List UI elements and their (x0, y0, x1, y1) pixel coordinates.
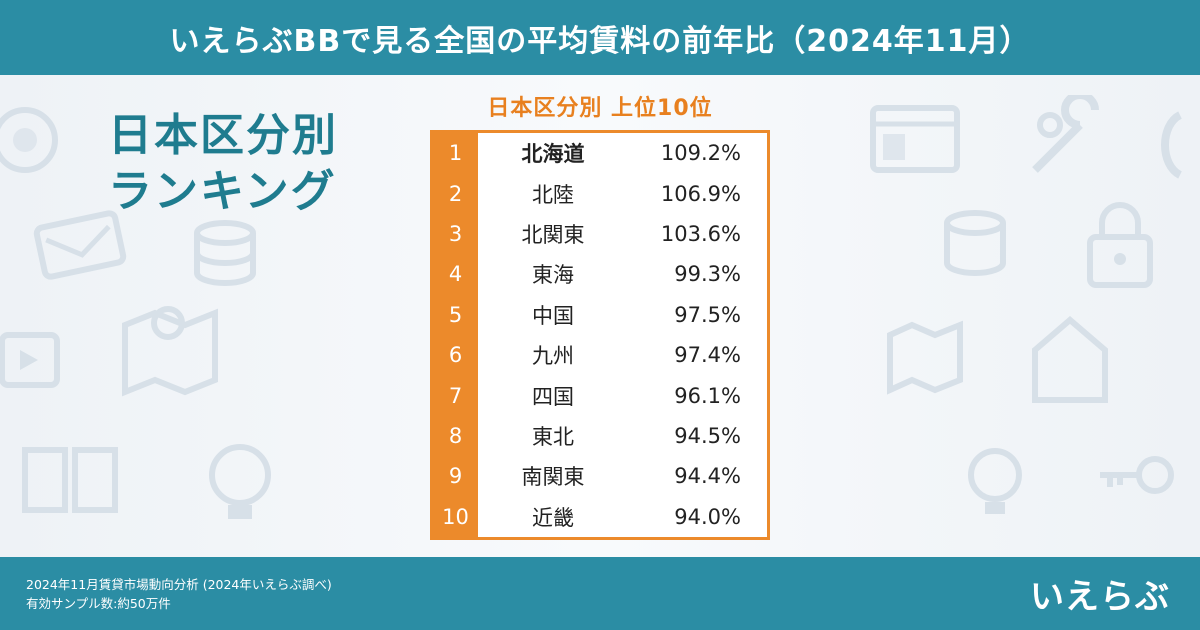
region-value: 96.1% (674, 383, 741, 408)
envelope-icon (33, 210, 127, 280)
rank-column: 1 2 3 4 5 6 7 8 9 10 (433, 133, 478, 537)
globe-icon (0, 107, 58, 173)
rank-number: 2 (448, 181, 463, 206)
rank-number: 1 (448, 141, 463, 166)
rank-number: 5 (448, 302, 463, 327)
region-name: 九州 (532, 344, 574, 369)
footer-bar: 2024年11月賃貸市場動向分析 (2024年いえらぶ調べ) 有効サンプル数:約… (0, 557, 1200, 630)
rank-number: 7 (448, 383, 463, 408)
table-row: 九州 97.4% (478, 335, 767, 375)
lock-icon (1087, 202, 1153, 288)
region-value: 94.4% (674, 464, 741, 489)
table-heading: 日本区分別 上位10位 (487, 96, 713, 121)
rank-number: 4 (448, 262, 463, 287)
ranking-table: 1 2 3 4 5 6 7 8 9 10 北海道 109.2% 北陸 106.9% 北関東 103.6% 東海… (430, 130, 770, 540)
table-row: 東海 99.3% (478, 254, 767, 294)
region-name: 南関東 (521, 465, 585, 490)
table-row: 近畿 94.0% (478, 497, 767, 537)
footnote-line1: 2024年11月賃貸市場動向分析 (2024年いえらぶ調べ) (26, 577, 332, 592)
phone-icon (1161, 111, 1183, 179)
map-icon (887, 320, 963, 395)
key-icon (1100, 456, 1174, 494)
brand-logo: いえらぶ (1030, 577, 1170, 617)
lightbulb-icon (968, 448, 1022, 514)
region-name: 近畿 (532, 505, 574, 530)
region-name: 北関東 (521, 223, 585, 248)
table-row: 北陸 106.9% (478, 173, 767, 213)
section-title-line1: 日本区分別 (108, 110, 338, 161)
section-title: 日本区分別 ランキング (108, 108, 338, 220)
house-icon (1032, 316, 1108, 403)
video-icon (0, 332, 60, 388)
database-icon (194, 220, 256, 286)
region-value: 97.4% (674, 343, 741, 368)
lightbulb-icon (209, 444, 271, 519)
region-name: 東北 (532, 425, 574, 450)
footnote-line2: 有効サンプル数:約50万件 (26, 596, 171, 611)
region-value: 94.0% (674, 504, 741, 529)
region-value: 103.6% (660, 222, 741, 247)
rank-number: 9 (448, 464, 463, 489)
region-value: 97.5% (674, 302, 741, 327)
map-pin-icon (122, 306, 218, 397)
table-row: 東北 94.5% (478, 416, 767, 456)
region-value: 106.9% (660, 181, 741, 206)
region-name: 北海道 (521, 142, 585, 167)
region-value: 109.2% (660, 141, 741, 166)
table-row: 四国 96.1% (478, 375, 767, 415)
rows-column: 北海道 109.2% 北陸 106.9% 北関東 103.6% 東海 99.3% 中国 97.5%… (478, 133, 767, 537)
rank-number: 8 (448, 424, 463, 449)
region-value: 94.5% (674, 424, 741, 449)
table-row: 北海道 109.2% (478, 133, 767, 173)
page-title: いえらぶBBで見る全国の平均賃料の前年比（2024年11月） (169, 23, 1031, 59)
table-row: 中国 97.5% (478, 295, 767, 335)
table-row: 南関東 94.4% (478, 456, 767, 496)
region-name: 四国 (532, 384, 574, 409)
rank-number: 3 (448, 222, 463, 247)
region-name: 東海 (532, 263, 574, 288)
region-name: 北陸 (532, 182, 574, 207)
rank-number: 10 (442, 504, 469, 529)
rank-number: 6 (448, 343, 463, 368)
database-icon (944, 210, 1006, 276)
section-title-line2: ランキング (108, 166, 337, 217)
region-value: 99.3% (674, 262, 741, 287)
footnote: 2024年11月賃貸市場動向分析 (2024年いえらぶ調べ) 有効サンプル数:約… (26, 575, 332, 613)
table-row: 北関東 103.6% (478, 214, 767, 254)
header-bar: いえらぶBBで見る全国の平均賃料の前年比（2024年11月） (0, 0, 1200, 75)
browser-window-icon (870, 105, 960, 173)
region-name: 中国 (532, 303, 574, 328)
book-icon (22, 447, 118, 513)
tools-icon (1032, 95, 1099, 173)
